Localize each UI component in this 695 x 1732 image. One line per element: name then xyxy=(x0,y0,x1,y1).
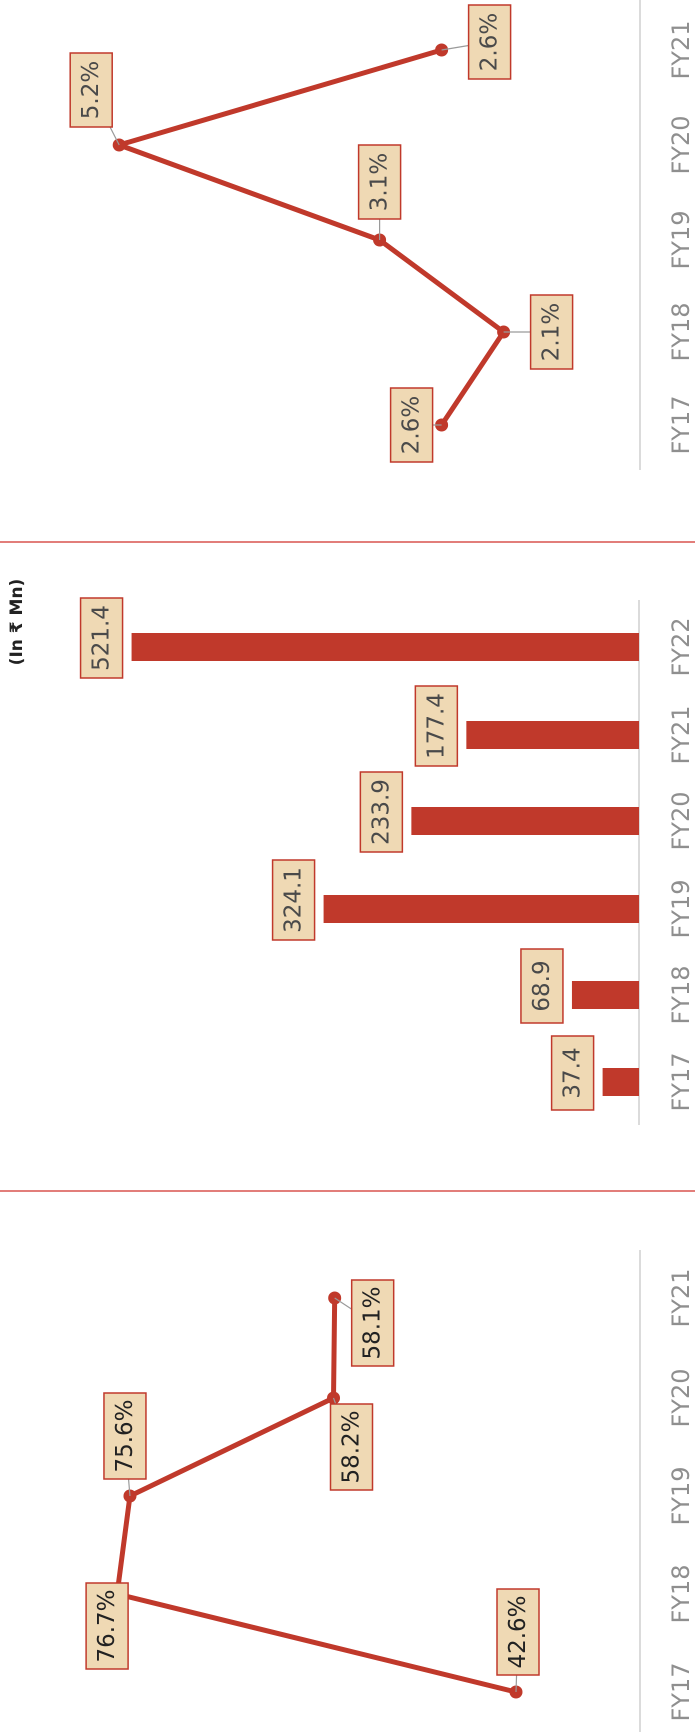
chart-2-bar xyxy=(411,807,639,835)
chart-3-data-label-box xyxy=(496,1588,540,1676)
chart-2-tick-label: FY18 xyxy=(667,965,695,1024)
chart-3-tick-label: FY20 xyxy=(667,1368,695,1427)
chart-2-panel: (In ₹ Mn) FY17 FY18 FY19 FY20 FY21 FY22 37.4 68… xyxy=(7,579,695,1125)
chart-3-data-label: 75.6% xyxy=(112,1399,138,1472)
chart-1-tick-label: FY17 xyxy=(667,395,695,454)
chart-1-tick-label: FY19 xyxy=(667,210,695,269)
chart-3-data-label: 58.1% xyxy=(360,1286,386,1359)
chart-1-data-label: 2.6% xyxy=(399,396,425,454)
chart-2-data-label-box xyxy=(79,597,124,679)
unit-label: (In ₹ Mn) xyxy=(7,579,27,666)
chart-2-tick-label: FY17 xyxy=(667,1052,695,1111)
chart-2-data-label-box xyxy=(550,1035,595,1111)
chart-3-data-label-box xyxy=(329,1403,374,1491)
chart-3-data-label-box xyxy=(85,1582,129,1670)
chart-2-tick-label: FY21 xyxy=(667,705,695,764)
chart-2-data-label: 68.9 xyxy=(529,960,555,1011)
chart-2-data-label: 37.4 xyxy=(560,1047,586,1098)
chart-1-data-label-box xyxy=(357,144,402,220)
chart-3-tick-label: FY19 xyxy=(667,1466,695,1525)
chart-2-bar xyxy=(466,721,639,749)
chart-1-tick-label: FY20 xyxy=(667,115,695,174)
chart-1-data-label-box xyxy=(529,294,574,370)
chart-1-data-label: 2.6% xyxy=(477,13,503,71)
chart-1-tick-label: FY21 xyxy=(667,20,695,79)
chart-2-bar xyxy=(571,981,639,1009)
chart-2-data-label-box xyxy=(271,859,316,941)
chart-1-data-label-box xyxy=(69,52,113,128)
chart-3-data-label: 42.6% xyxy=(505,1595,531,1668)
chart-1-data-label: 2.1% xyxy=(539,303,565,361)
chart-2-bar xyxy=(323,895,639,923)
chart-3-tick-label: FY17 xyxy=(667,1662,695,1721)
chart-3-panel: FY17 FY18 FY19 FY20 FY21 42.6% 76.7% 75.6% 58.2%… xyxy=(85,1250,695,1732)
chart-2-bar xyxy=(602,1068,639,1096)
chart-1-panel: FY17 FY18 FY19 FY20 FY21 2.6% 2.1% 3.1% 5.2% 2.6% xyxy=(69,0,695,470)
chart-1-data-label: 5.2% xyxy=(78,61,104,119)
chart-1-data-label-box xyxy=(467,4,512,80)
chart-3-tick-label: FY18 xyxy=(667,1564,695,1623)
chart-3-data-label: 58.2% xyxy=(339,1410,365,1483)
chart-2-data-label-box xyxy=(520,948,564,1024)
chart-2-data-label: 324.1 xyxy=(281,867,307,933)
chart-3-series-line xyxy=(114,1295,519,1695)
chart-2-tick-label: FY19 xyxy=(667,879,695,938)
chart-2-data-label: 521.4 xyxy=(89,605,115,671)
chart-2-bar xyxy=(131,633,639,661)
chart-2-data-label: 233.9 xyxy=(368,779,394,845)
chart-2-data-label-box xyxy=(414,685,459,767)
chart-1-series-line xyxy=(116,47,507,428)
chart-2-data-label: 177.4 xyxy=(423,693,449,759)
chart-3-tick-label: FY21 xyxy=(667,1268,695,1327)
chart-3-data-label-box xyxy=(350,1279,395,1367)
chart-2-tick-label: FY22 xyxy=(667,617,695,676)
chart-1-data-label: 3.1% xyxy=(367,153,393,211)
chart-3-data-label: 76.7% xyxy=(94,1589,120,1662)
chart-1-tick-label: FY18 xyxy=(667,302,695,361)
chart-2-tick-label: FY20 xyxy=(667,791,695,850)
chart-1-data-label-box xyxy=(389,387,434,463)
chart-2-data-label-box xyxy=(359,771,404,853)
chart-3-data-label-box xyxy=(103,1392,147,1480)
